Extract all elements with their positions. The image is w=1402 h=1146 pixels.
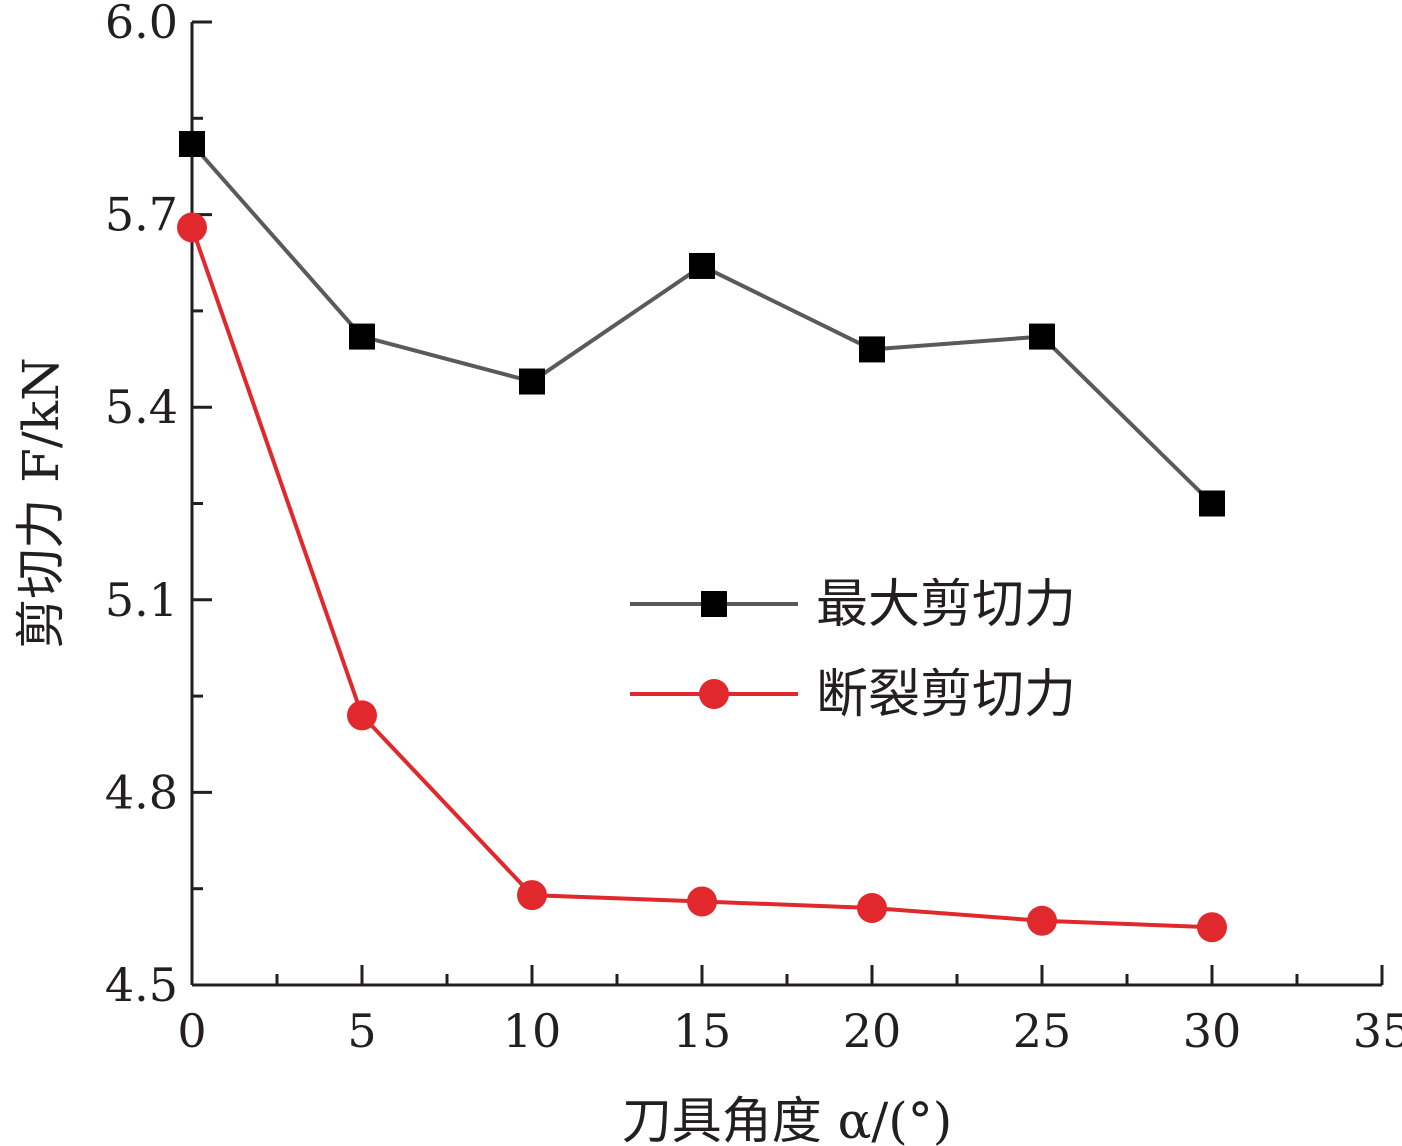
legend-label: 断裂剪切力	[816, 665, 1076, 725]
data-point-square	[179, 130, 205, 157]
legend-marker-circle	[699, 679, 729, 709]
data-point-circle	[857, 892, 887, 923]
legend-marker-square	[701, 591, 727, 617]
x-tick-label: 20	[843, 1004, 902, 1058]
y-tick-label: 4.8	[105, 765, 178, 819]
legend-item-1: 最大剪切力	[630, 575, 1076, 635]
y-axis-title: 剪切力 F/kN	[12, 357, 70, 648]
data-point-square	[519, 368, 545, 395]
data-point-square	[1029, 323, 1055, 350]
data-point-circle	[1197, 912, 1227, 943]
y-tick-label: 5.7	[105, 188, 178, 242]
series-line	[190, 142, 1214, 505]
series-layer	[177, 130, 1227, 943]
y-tick-label: 6.0	[105, 0, 178, 49]
x-tick-label: 30	[1183, 1004, 1242, 1058]
x-tick-label: 5	[347, 1004, 376, 1058]
x-tick-label: 35	[1353, 1004, 1402, 1058]
series-1	[179, 130, 1225, 517]
y-tick-label: 5.4	[105, 380, 178, 434]
x-tick-label: 15	[673, 1004, 732, 1058]
legend-item-2: 断裂剪切力	[630, 665, 1076, 725]
x-tick-label: 25	[1013, 1004, 1072, 1058]
axes: 0 5 10 15 20 25 30 35 4.5 4.8 5.1 5.4 5.7 6.0	[105, 0, 1402, 1058]
data-point-square	[349, 323, 375, 350]
data-point-circle	[177, 212, 207, 243]
y-tick-label: 4.5	[105, 958, 178, 1012]
y-tick-label: 5.1	[105, 573, 178, 627]
data-point-circle	[347, 700, 377, 731]
x-tick-label: 10	[503, 1004, 562, 1058]
data-point-square	[1199, 490, 1225, 517]
data-point-circle	[517, 880, 547, 911]
x-tick-label: 0	[177, 1004, 206, 1058]
data-point-circle	[1027, 905, 1057, 936]
x-axis-title: 刀具角度 α/(°)	[622, 1092, 953, 1146]
legend-label: 最大剪切力	[816, 575, 1076, 635]
data-point-square	[689, 252, 715, 279]
data-point-circle	[687, 886, 717, 917]
data-point-square	[859, 336, 885, 363]
series-2	[177, 212, 1227, 943]
